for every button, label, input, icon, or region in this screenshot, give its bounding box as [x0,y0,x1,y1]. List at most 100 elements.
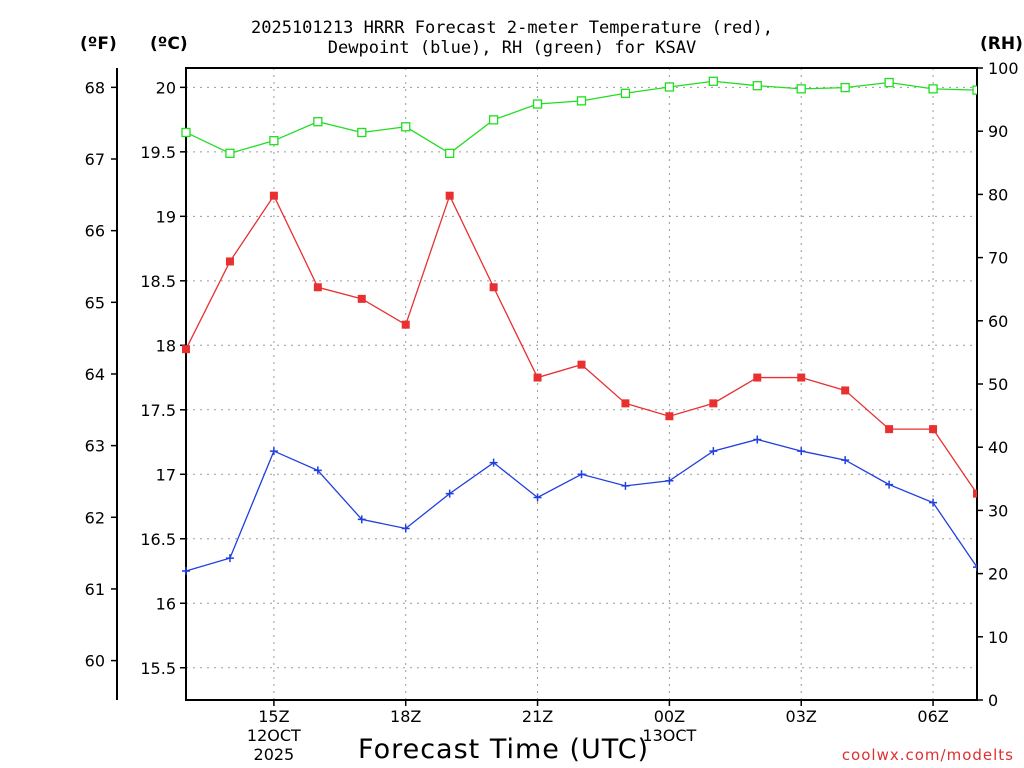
data-point-dewpoint [401,524,410,533]
data-point-temperature [489,283,498,292]
data-point-dewpoint [445,489,454,498]
data-point-rh [664,82,675,92]
x-tick-label: 06Z [917,707,948,726]
data-point-temperature [797,373,806,382]
data-point-temperature [533,373,542,382]
data-point-rh [181,127,191,138]
data-point-rh [752,81,762,91]
data-point-dewpoint [533,493,542,502]
y-tick-label-fahrenheit: 60 [85,652,105,671]
x-tick-label: 21Z [522,707,553,726]
data-point-rh [445,148,455,158]
y-tick-label-fahrenheit: 64 [85,365,105,384]
x-tick-label: 18Z [390,707,421,726]
source-credit: coolwx.com/modelts [841,746,1014,764]
data-point-dewpoint [577,470,586,479]
y-tick-label-rh: 0 [988,691,998,710]
y-tick-label-celsius: 18.5 [140,272,176,291]
y-tick-label-fahrenheit: 68 [85,78,105,97]
y-tick-label-rh: 80 [988,185,1008,204]
y-tick-label-celsius: 18 [156,336,176,355]
data-point-dewpoint [621,481,630,490]
chart-title-line1: 2025101213 HRRR Forecast 2-meter Tempera… [251,18,773,38]
y-tick-label-celsius: 17 [156,465,176,484]
data-point-dewpoint [929,498,938,507]
data-point-dewpoint [313,466,322,475]
y-tick-label-celsius: 17.5 [140,401,176,420]
y-tick-label-celsius: 19 [156,207,176,226]
x-tick-label: 13OCT [642,726,696,745]
data-point-dewpoint [665,476,674,485]
data-point-temperature [665,412,674,421]
y-tick-label-rh: 40 [988,438,1008,457]
data-point-dewpoint [973,563,977,572]
data-point-rh [269,136,279,146]
y-tick-label-rh: 100 [988,59,1019,78]
data-point-temperature [973,489,977,498]
series-line-rh [185,80,977,155]
plot-frame [185,67,978,701]
data-point-dewpoint [269,447,278,456]
series-line-temperature [185,193,977,494]
data-point-temperature [313,283,322,292]
y-tick-label-rh: 90 [988,122,1008,141]
fahrenheit-unit-label: (ºF) [80,34,117,54]
x-tick-label: 15Z [258,707,289,726]
y-tick-label-fahrenheit: 63 [85,437,105,456]
x-axis-label: Forecast Time (UTC) [358,734,650,765]
data-point-rh [488,115,499,125]
y-tick-label-celsius: 16 [156,594,176,613]
rh-unit-label: (RH) [980,34,1023,54]
data-point-temperature [269,191,278,200]
data-point-temperature [753,373,762,382]
data-point-rh [357,127,367,138]
data-point-dewpoint [357,515,366,524]
series-line-dewpoint [185,438,977,572]
y-tick-label-celsius: 19.5 [140,143,176,162]
data-point-dewpoint [797,447,806,456]
data-point-rh [313,117,323,127]
data-point-temperature [709,399,718,408]
data-point-dewpoint [753,435,762,444]
data-point-temperature [401,320,410,329]
x-tick-label: 12OCT [247,726,301,745]
data-point-temperature [621,399,630,408]
y-tick-label-rh: 70 [988,249,1008,268]
chart-title-line2: Dewpoint (blue), RH (green) for KSAV [327,38,697,58]
data-point-rh [401,122,411,132]
y-tick-label-celsius: 15.5 [140,659,176,678]
y-tick-label-fahrenheit: 62 [85,508,105,527]
y-tick-label-rh: 30 [988,501,1008,520]
data-point-rh [884,77,894,88]
data-point-dewpoint [489,458,498,467]
data-point-dewpoint [709,447,718,456]
data-point-dewpoint [225,554,234,563]
data-point-rh [796,84,806,94]
x-tick-label: 03Z [786,707,817,726]
data-point-temperature [929,425,938,434]
data-point-temperature [182,345,190,354]
data-point-rh [972,85,977,95]
x-tick-label: 2025 [254,745,295,764]
data-point-dewpoint [841,456,850,465]
data-point-rh [532,99,543,109]
data-point-rh [225,148,235,158]
y-tick-label-rh: 60 [988,312,1008,331]
y-tick-label-celsius: 20 [156,78,176,97]
x-tick-label: 00Z [654,707,685,726]
y-tick-label-celsius: 16.5 [140,530,176,549]
data-point-temperature [885,425,894,434]
y-tick-label-rh: 20 [988,565,1008,584]
data-point-temperature [841,386,850,395]
data-point-temperature [225,257,234,266]
y-tick-label-fahrenheit: 61 [85,580,105,599]
y-tick-label-rh: 50 [988,375,1008,394]
data-point-dewpoint [885,480,894,489]
y-tick-label-fahrenheit: 65 [85,293,105,312]
data-point-rh [928,84,938,94]
data-point-rh [840,82,850,93]
celsius-unit-label: (ºC) [150,34,188,54]
y-tick-label-fahrenheit: 67 [85,150,105,169]
data-point-temperature [577,360,586,369]
